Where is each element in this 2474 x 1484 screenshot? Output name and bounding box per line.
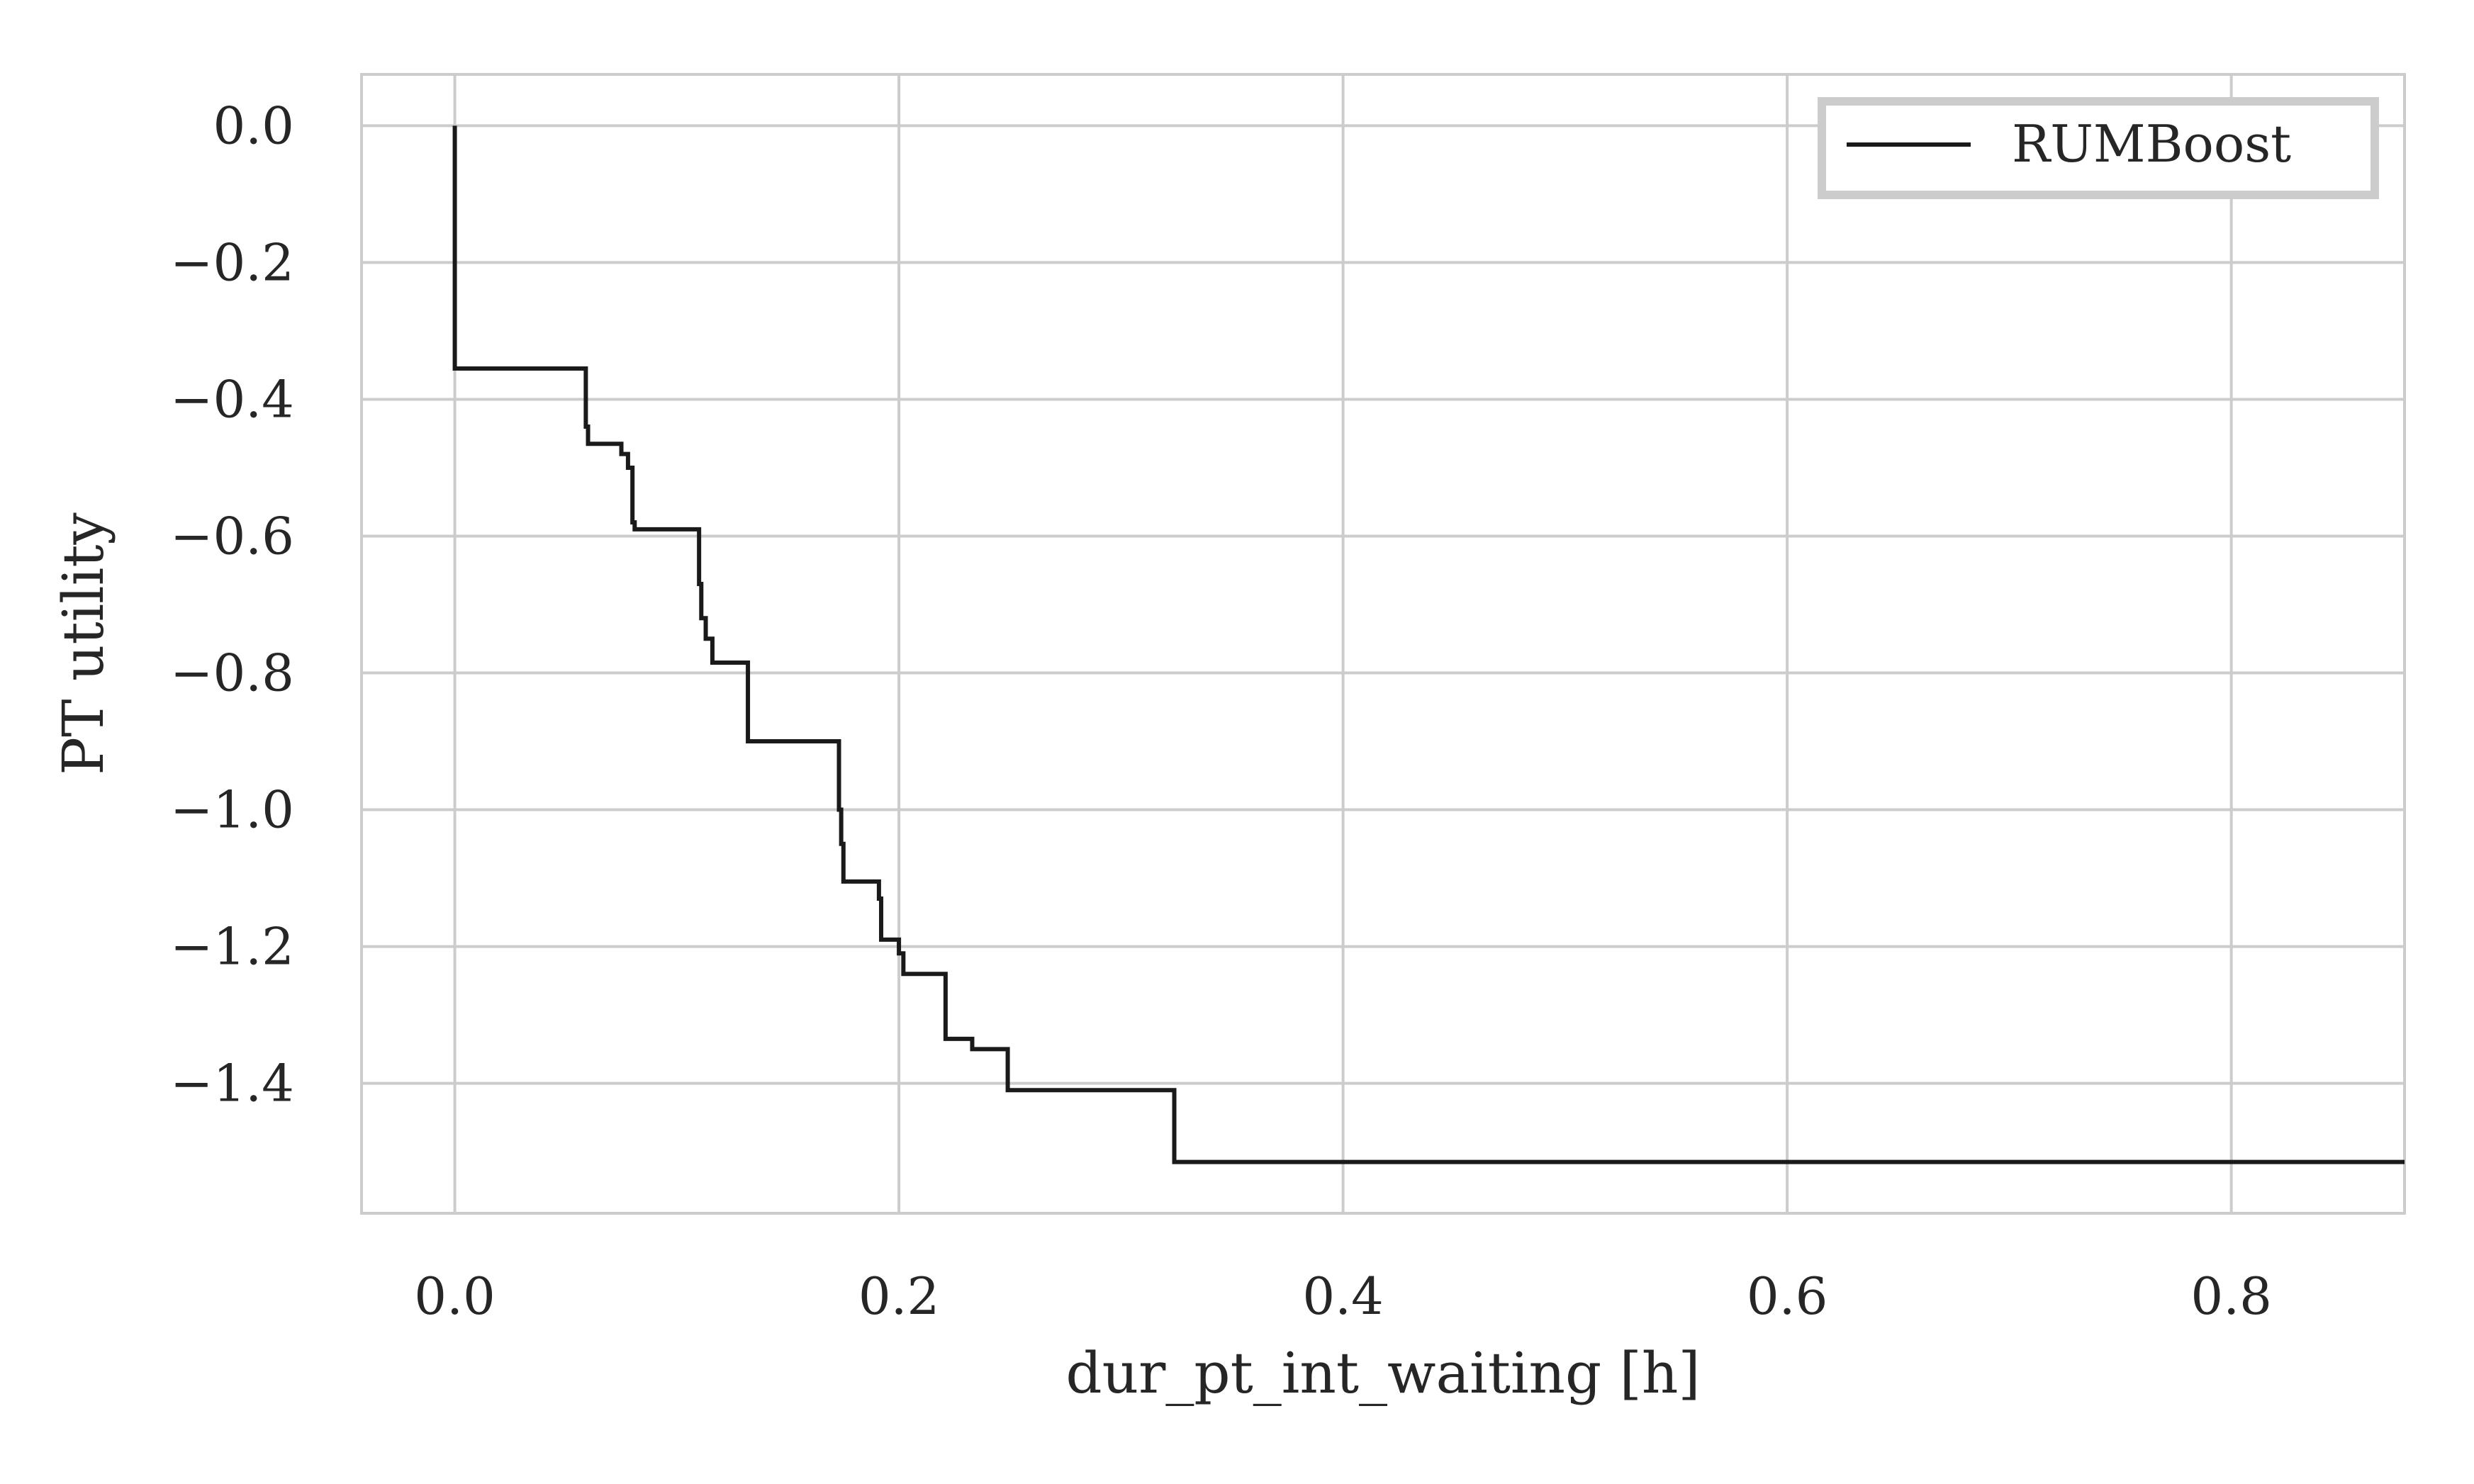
x-tick-label: 0.2 xyxy=(858,1266,940,1326)
y-axis-ticks: 0.0 −0.2 −0.4 −0.6 −0.8 −1.0 −1.2 −1.4 xyxy=(170,96,294,1113)
y-tick-label: 0.0 xyxy=(213,96,294,155)
legend: RUMBoost xyxy=(1818,97,2379,199)
y-tick-label: −1.0 xyxy=(170,780,294,840)
grid-lines xyxy=(362,74,2405,1213)
x-tick-label: 0.0 xyxy=(414,1266,496,1326)
x-tick-label: 0.4 xyxy=(1302,1266,1384,1326)
x-tick-label: 0.8 xyxy=(2190,1266,2272,1326)
x-tick-label: 0.6 xyxy=(1747,1266,1828,1326)
legend-box xyxy=(1818,97,2379,199)
series-layer xyxy=(452,125,2405,1164)
x-axis-label: dur_pt_int_waiting [h] xyxy=(1065,1340,1700,1406)
series-line-rumboost xyxy=(452,125,2405,1164)
y-tick-label: −0.8 xyxy=(170,643,294,703)
y-tick-label: −1.2 xyxy=(170,917,294,977)
y-tick-label: −0.4 xyxy=(170,369,294,429)
x-axis-ticks: 0.0 0.2 0.4 0.6 0.8 xyxy=(414,1266,2272,1326)
y-tick-label: −0.6 xyxy=(170,506,294,566)
y-tick-label: −1.4 xyxy=(170,1054,294,1113)
legend-label-rumboost: RUMBoost xyxy=(2012,114,2291,174)
plot-area-frame xyxy=(360,73,2406,1215)
y-tick-label: −0.2 xyxy=(170,232,294,292)
y-axis-label: PT utility xyxy=(50,512,116,775)
